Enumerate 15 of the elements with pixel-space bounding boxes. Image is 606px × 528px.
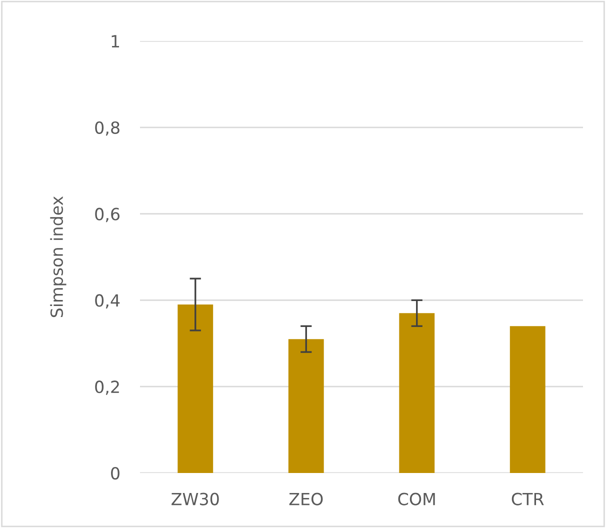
bar [288,339,324,473]
x-tick-label: CTR [512,492,544,506]
x-tick-label: ZEO [289,492,323,506]
x-tick-label: COM [398,492,435,506]
x-tick-label: ZW30 [172,492,219,506]
y-tick-label: 0,6 [95,208,120,222]
y-tick-label: 0 [111,466,120,480]
y-axis-title: Simpson index [50,196,66,318]
y-tick-label: 0,8 [95,121,120,136]
y-tick-label: 0,2 [95,380,119,395]
bar [399,313,435,473]
y-tick-label: 1 [112,35,120,48]
bar [510,326,546,473]
y-tick-label: 0,4 [95,294,120,308]
bar [178,304,214,473]
